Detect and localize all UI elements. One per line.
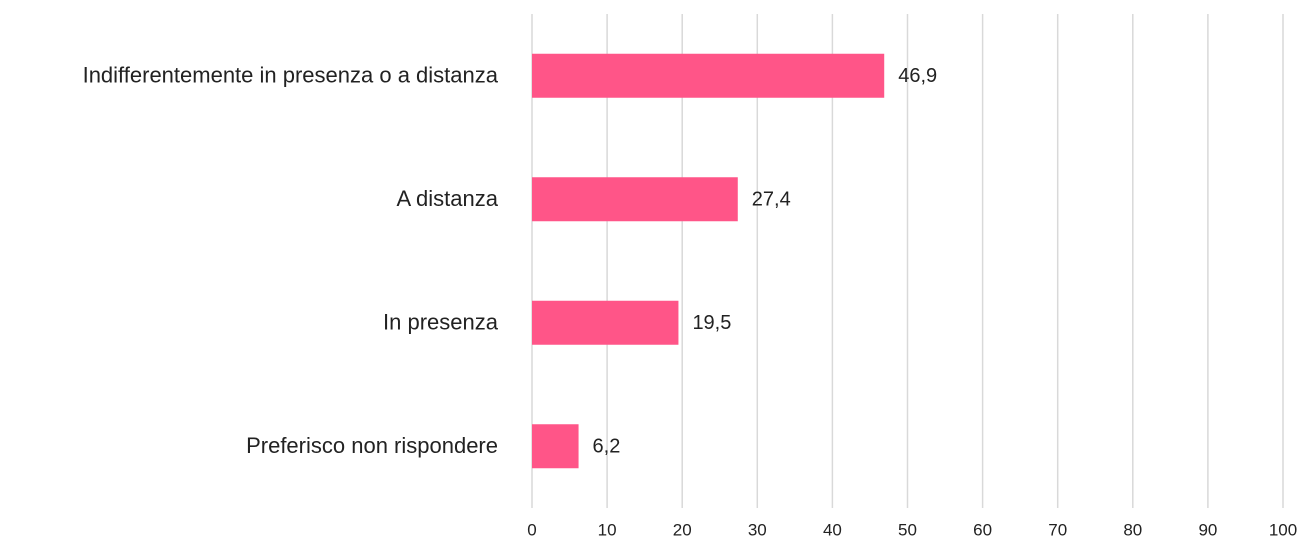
data-label: 27,4	[752, 189, 791, 211]
bar	[532, 424, 579, 469]
bar	[532, 300, 679, 345]
x-tick-label: 40	[823, 520, 842, 539]
x-tick-label: 90	[1198, 520, 1217, 539]
x-tick-label: 30	[748, 520, 767, 539]
y-tick-label: In presenza	[383, 310, 499, 335]
y-tick-label: Preferisco non rispondere	[246, 433, 498, 458]
x-tick-label: 20	[673, 520, 692, 539]
x-tick-label: 0	[527, 520, 536, 539]
y-tick-label: Indifferentemente in presenza o a distan…	[83, 63, 499, 88]
x-tick-label: 70	[1048, 520, 1067, 539]
x-tick-label: 10	[598, 520, 617, 539]
x-tick-label: 50	[898, 520, 917, 539]
data-label: 6,2	[593, 436, 621, 458]
bar	[532, 53, 885, 98]
x-tick-label: 60	[973, 520, 992, 539]
x-tick-label: 80	[1123, 520, 1142, 539]
bar	[532, 177, 738, 222]
data-label: 19,5	[692, 312, 731, 334]
y-tick-label: A distanza	[396, 186, 498, 211]
x-tick-label: 100	[1269, 520, 1297, 539]
data-label: 46,9	[898, 65, 937, 87]
